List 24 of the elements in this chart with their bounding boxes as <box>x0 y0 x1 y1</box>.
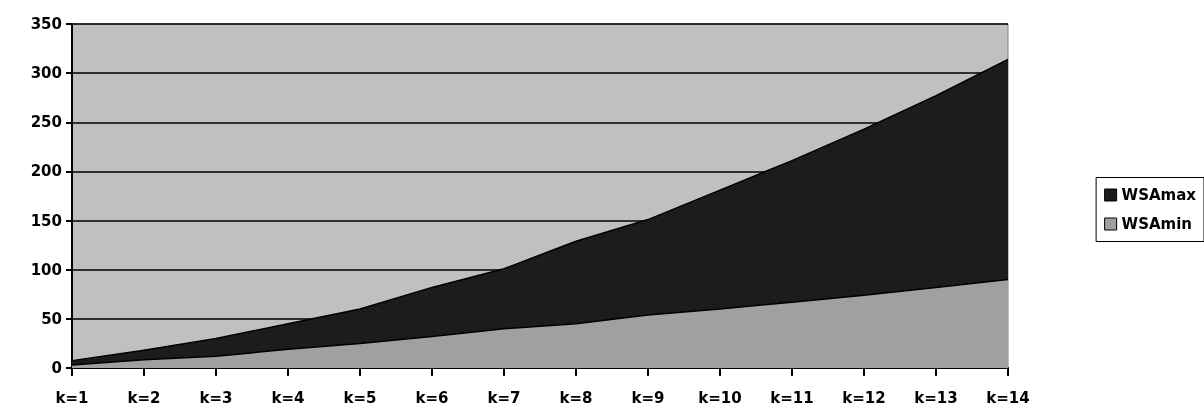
x-tick-label: k=3 <box>199 388 233 407</box>
x-tick-label: k=9 <box>631 388 665 407</box>
y-tick-label: 50 <box>41 309 62 328</box>
x-tick-label: k=14 <box>986 388 1030 407</box>
y-tick-label: 250 <box>30 113 62 132</box>
x-tick-label: k=2 <box>127 388 161 407</box>
x-tick-label: k=13 <box>914 388 958 407</box>
x-tick-label: k=11 <box>770 388 814 407</box>
legend-label: WSAmax <box>1121 186 1197 204</box>
y-tick-label: 100 <box>30 260 62 279</box>
x-tick-label: k=8 <box>559 388 593 407</box>
y-tick-label: 0 <box>51 359 62 377</box>
x-tick-label: k=4 <box>271 388 305 407</box>
x-tick-label: k=5 <box>343 388 377 407</box>
legend-label: WSAmin <box>1121 215 1193 233</box>
y-tick-label: 350 <box>30 15 62 33</box>
y-tick-label: 150 <box>30 211 62 230</box>
x-tick-label: k=6 <box>415 388 449 407</box>
x-tick-label: k=12 <box>842 388 886 407</box>
y-tick-label: 200 <box>30 162 62 181</box>
y-tick-label: 300 <box>30 64 62 83</box>
x-tick-label: k=10 <box>698 388 742 407</box>
x-tick-label: k=7 <box>487 388 521 407</box>
x-tick-label: k=1 <box>55 388 89 407</box>
